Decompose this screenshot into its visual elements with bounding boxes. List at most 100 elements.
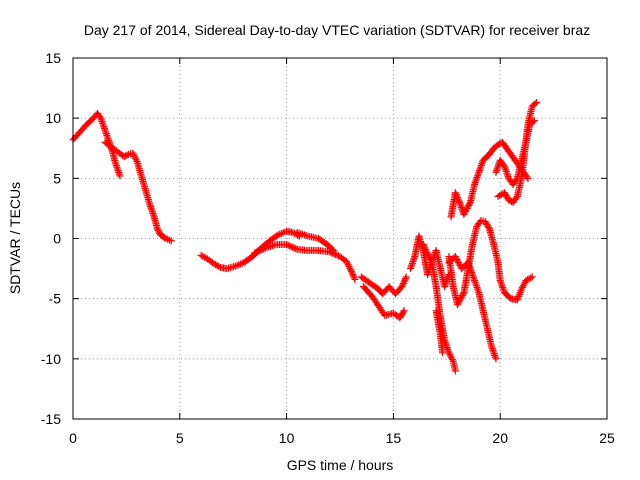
data-point: [420, 242, 428, 250]
axis-ticks: 0 5 10 15 20 25 -15 -10 -5 0 5 10 15: [41, 50, 615, 446]
data-point: [472, 280, 480, 288]
y-tick-label: 15: [45, 50, 61, 66]
data-point: [493, 167, 501, 175]
data-point: [409, 258, 417, 266]
data-point: [498, 282, 506, 290]
data-point: [499, 285, 507, 293]
data-point: [102, 128, 110, 136]
y-axis-label: SDTVAR / TECUs: [7, 182, 23, 294]
data-point: [496, 277, 504, 285]
data-point: [463, 204, 471, 212]
data-point: [474, 285, 482, 293]
data-point: [116, 172, 124, 180]
data-point: [451, 253, 459, 261]
data-segment: [445, 253, 500, 363]
data-point: [350, 272, 358, 280]
data-point: [519, 282, 527, 290]
data-point: [102, 130, 110, 138]
data-point: [114, 165, 122, 173]
data-point: [475, 168, 483, 176]
data-point: [274, 231, 282, 239]
data-point: [251, 249, 259, 257]
data-point: [453, 256, 461, 264]
data-point: [502, 166, 510, 174]
data-segment: [197, 227, 303, 273]
x-tick-label: 0: [69, 430, 77, 446]
data-point: [101, 126, 109, 134]
y-tick-label: -15: [41, 411, 61, 427]
data-point: [167, 237, 175, 245]
data-point: [478, 160, 486, 168]
data-point: [441, 281, 449, 289]
data-point: [231, 262, 239, 270]
data-point: [238, 259, 246, 267]
data-point: [300, 231, 308, 239]
data-point: [131, 152, 139, 160]
data-point: [474, 170, 482, 178]
data-point: [456, 296, 464, 304]
data-segment: [494, 99, 541, 206]
data-point: [130, 151, 138, 159]
data-point: [400, 307, 408, 315]
data-point: [343, 259, 351, 267]
data-point: [99, 121, 107, 129]
data-point: [147, 204, 155, 212]
y-tick-label: -5: [49, 291, 62, 307]
data-point: [123, 151, 131, 159]
chart-title: Day 217 of 2014, Sidereal Day-to-day VTE…: [84, 22, 590, 38]
data-point: [350, 274, 358, 282]
data-point: [442, 279, 450, 287]
data-point: [492, 168, 500, 176]
data-point: [504, 171, 512, 179]
data-point: [500, 162, 508, 170]
data-point: [475, 167, 483, 175]
data-point: [252, 248, 260, 256]
data-segment: [357, 273, 410, 298]
data-point: [426, 255, 434, 263]
data-point: [518, 285, 526, 293]
data-point: [455, 260, 463, 268]
data-point: [255, 247, 263, 255]
data-point: [347, 267, 355, 275]
data-point: [286, 242, 294, 250]
data-point: [289, 243, 297, 251]
data-point: [258, 246, 266, 254]
data-point: [406, 265, 414, 273]
data-point: [153, 225, 161, 233]
data-point: [455, 197, 463, 205]
data-point: [346, 264, 354, 272]
data-point: [330, 247, 338, 255]
data-point: [148, 206, 156, 214]
data-point: [97, 116, 105, 124]
data-segment: [251, 241, 359, 283]
data-point: [331, 250, 339, 258]
data-point: [473, 283, 481, 291]
data-point: [471, 277, 479, 285]
data-point: [419, 241, 427, 249]
data-point: [524, 174, 532, 182]
data-point: [444, 347, 452, 355]
data-point: [104, 135, 112, 143]
data-segment: [359, 283, 408, 322]
data-point: [97, 114, 105, 122]
data-point: [257, 246, 265, 254]
data-point: [399, 308, 407, 316]
data-point: [233, 261, 241, 269]
data-point: [457, 204, 465, 212]
data-point: [423, 249, 431, 257]
data-point: [349, 271, 357, 279]
data-point: [441, 337, 449, 345]
data-point: [410, 254, 418, 262]
data-point: [270, 241, 278, 249]
data-point: [461, 207, 469, 215]
data-point: [150, 211, 158, 219]
data-segment: [101, 138, 175, 245]
data-point: [235, 261, 243, 269]
data-point: [287, 243, 295, 251]
data-point: [277, 229, 285, 237]
data-point: [476, 165, 484, 173]
data-point: [491, 351, 499, 359]
data-point: [112, 162, 120, 170]
data-point: [451, 367, 459, 375]
data-point: [454, 257, 462, 265]
